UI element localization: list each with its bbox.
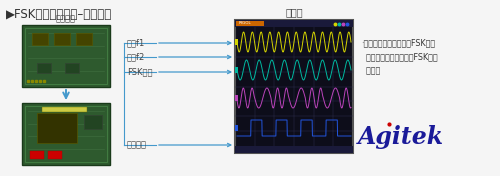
Text: 射视图: 射视图 bbox=[285, 7, 303, 17]
Text: RIGOL: RIGOL bbox=[239, 21, 252, 26]
Bar bbox=[25, 106, 107, 162]
Text: 实验模块: 实验模块 bbox=[56, 14, 76, 23]
Bar bbox=[84, 115, 102, 129]
Text: 原理。: 原理。 bbox=[361, 66, 380, 75]
Text: 基带信号: 基带信号 bbox=[127, 140, 147, 149]
Bar bbox=[235, 125, 238, 131]
Bar bbox=[37, 63, 51, 73]
Bar bbox=[54, 33, 70, 45]
Bar bbox=[235, 20, 353, 27]
Bar bbox=[25, 28, 107, 84]
Text: ·基带信号、两路载波、FSK信号: ·基带信号、两路载波、FSK信号 bbox=[361, 38, 435, 47]
Text: 载波f2: 载波f2 bbox=[127, 52, 145, 61]
Text: Agitek: Agitek bbox=[358, 125, 444, 149]
Bar bbox=[235, 146, 353, 153]
Text: FSK信号: FSK信号 bbox=[127, 68, 152, 77]
Bar bbox=[235, 20, 353, 153]
Text: 同时观测，有利于理解FSK调制: 同时观测，有利于理解FSK调制 bbox=[361, 52, 438, 61]
Bar bbox=[37, 113, 77, 143]
Bar bbox=[32, 33, 48, 45]
Bar bbox=[30, 151, 44, 159]
Bar bbox=[235, 67, 238, 73]
Bar bbox=[235, 39, 238, 45]
Bar bbox=[22, 25, 110, 87]
Bar bbox=[235, 95, 238, 101]
Bar bbox=[65, 63, 79, 73]
Bar bbox=[42, 107, 87, 112]
Bar bbox=[22, 103, 110, 165]
Text: ▶FSK调制解调实验–调制部分: ▶FSK调制解调实验–调制部分 bbox=[6, 8, 112, 21]
Bar bbox=[76, 33, 92, 45]
Bar bbox=[48, 151, 62, 159]
Text: 载波f1: 载波f1 bbox=[127, 39, 145, 48]
Bar bbox=[236, 21, 264, 26]
